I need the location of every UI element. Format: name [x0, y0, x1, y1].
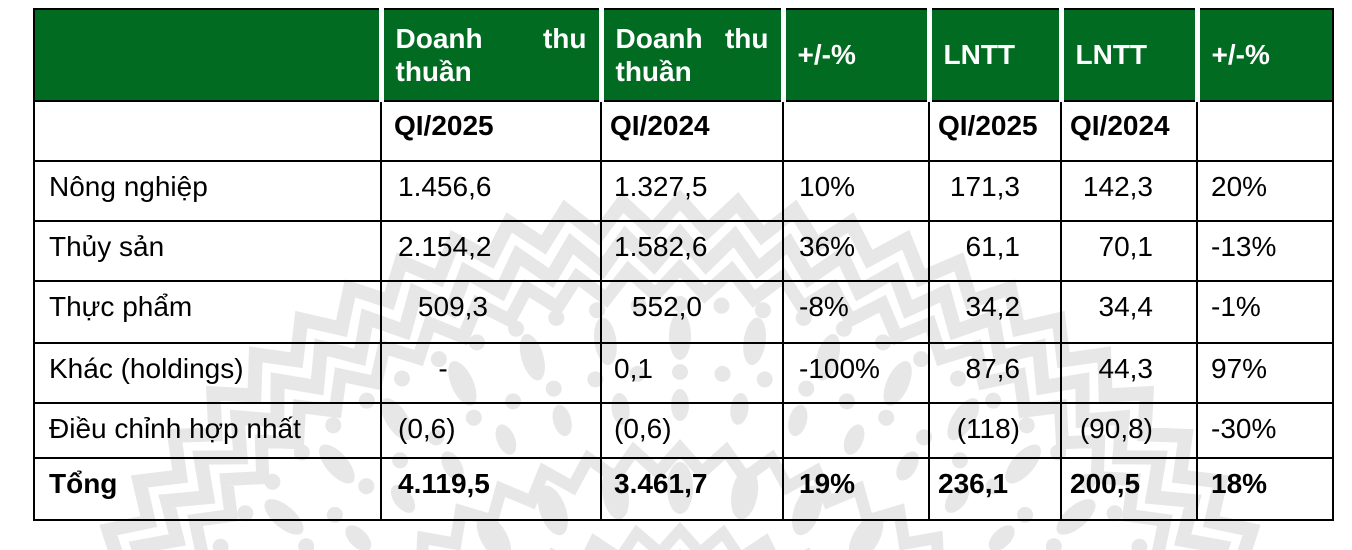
- subheader-period: QI/2025: [928, 100, 1062, 162]
- table-subheader-row: QI/2025 QI/2024 QI/2025 QI/2024: [33, 100, 1334, 162]
- header-empty-cell: [33, 8, 384, 102]
- row-label-cell: Nông nghiệp: [33, 160, 382, 222]
- value-cell: 142,3: [1060, 160, 1198, 222]
- value: -: [438, 353, 448, 384]
- value: 509,3: [417, 291, 488, 322]
- value-cell: -30%: [1196, 402, 1334, 459]
- value-cell: 61,1: [928, 220, 1062, 282]
- value-cell: (0,6): [380, 402, 602, 459]
- header-lntt-2024: LNTT: [1058, 8, 1200, 102]
- value-cell: 1.327,5: [600, 160, 784, 222]
- table-row: Điều chỉnh hợp nhất (0,6) (0,6) (118) (9…: [33, 402, 1334, 459]
- subheader-period: QI/2024: [1060, 100, 1198, 162]
- value: (0,6): [614, 413, 672, 444]
- financial-table: Doanh thu thuần Doanh thu thuần +/-% LNT…: [33, 8, 1334, 521]
- subheader-period: QI/2025: [380, 100, 602, 162]
- row-label-cell: Thủy sản: [33, 220, 382, 282]
- value-cell: 44,3: [1060, 342, 1198, 404]
- value-cell: 87,6: [928, 342, 1062, 404]
- subheader-empty-cell: [33, 100, 382, 162]
- value-cell: 34,4: [1060, 280, 1198, 344]
- header-lntt-change: +/-%: [1194, 8, 1334, 102]
- value: 552,0: [631, 291, 702, 322]
- row-label-cell: Thực phẩm: [33, 280, 382, 344]
- value: 2.154,2: [398, 231, 492, 262]
- value-cell: 34,2: [928, 280, 1062, 344]
- value-cell: 97%: [1196, 342, 1334, 404]
- value-cell: (0,6): [600, 402, 784, 459]
- value: 3.461,7: [614, 468, 708, 499]
- table-row: Thủy sản 2.154,2 1.582,6 36% 61,1 70,1 -…: [33, 220, 1334, 282]
- value-cell: 20%: [1196, 160, 1334, 222]
- value-cell: (90,8): [1060, 402, 1198, 459]
- value-cell: (118): [928, 402, 1062, 459]
- value-cell: [782, 402, 930, 459]
- value: 4.119,5: [398, 468, 490, 499]
- value-cell: 200,5: [1060, 457, 1198, 521]
- value-cell: 10%: [782, 160, 930, 222]
- value-cell: 1.456,6: [380, 160, 602, 222]
- value-cell: 4.119,5: [380, 457, 602, 521]
- value-cell: 19%: [782, 457, 930, 521]
- value-cell: -8%: [782, 280, 930, 344]
- value-cell: 3.461,7: [600, 457, 784, 521]
- value-cell: -: [380, 342, 602, 404]
- value-cell: 70,1: [1060, 220, 1198, 282]
- header-net-revenue-2024: Doanh thu thuần: [598, 8, 786, 102]
- table-row: Khác (holdings) - 0,1 -100% 87,6 44,3 97…: [33, 342, 1334, 404]
- value-cell: 18%: [1196, 457, 1334, 521]
- value-cell: 171,3: [928, 160, 1062, 222]
- table-total-row: Tổng 4.119,5 3.461,7 19% 236,1 200,5 18%: [33, 457, 1334, 521]
- value-cell: 552,0: [600, 280, 784, 344]
- value: 0,1: [614, 353, 653, 384]
- subheader-period: QI/2024: [600, 100, 784, 162]
- value: (0,6): [398, 413, 456, 444]
- value-cell: 236,1: [928, 457, 1062, 521]
- table-row: Thực phẩm 509,3 552,0 -8% 34,2 34,4 -1%: [33, 280, 1334, 344]
- value: 1.327,5: [614, 171, 708, 202]
- value: 1.456,6: [398, 171, 492, 202]
- table-row: Nông nghiệp 1.456,6 1.327,5 10% 171,3 14…: [33, 160, 1334, 222]
- row-label-cell: Khác (holdings): [33, 342, 382, 404]
- row-label-cell: Tổng: [33, 457, 382, 521]
- value-cell: 509,3: [380, 280, 602, 344]
- value-cell: -13%: [1196, 220, 1334, 282]
- value-cell: 0,1: [600, 342, 784, 404]
- header-net-revenue-2025: Doanh thu thuần: [378, 8, 604, 102]
- table-header-row: Doanh thu thuần Doanh thu thuần +/-% LNT…: [33, 8, 1334, 102]
- header-lntt-2025: LNTT: [926, 8, 1064, 102]
- value-cell: -100%: [782, 342, 930, 404]
- value-cell: 1.582,6: [600, 220, 784, 282]
- subheader-empty-cell: [782, 100, 930, 162]
- row-label-cell: Điều chỉnh hợp nhất: [33, 402, 382, 459]
- header-revenue-change: +/-%: [780, 8, 932, 102]
- value-cell: 2.154,2: [380, 220, 602, 282]
- value-cell: 36%: [782, 220, 930, 282]
- value: 1.582,6: [614, 231, 708, 262]
- subheader-empty-cell: [1196, 100, 1334, 162]
- value-cell: -1%: [1196, 280, 1334, 344]
